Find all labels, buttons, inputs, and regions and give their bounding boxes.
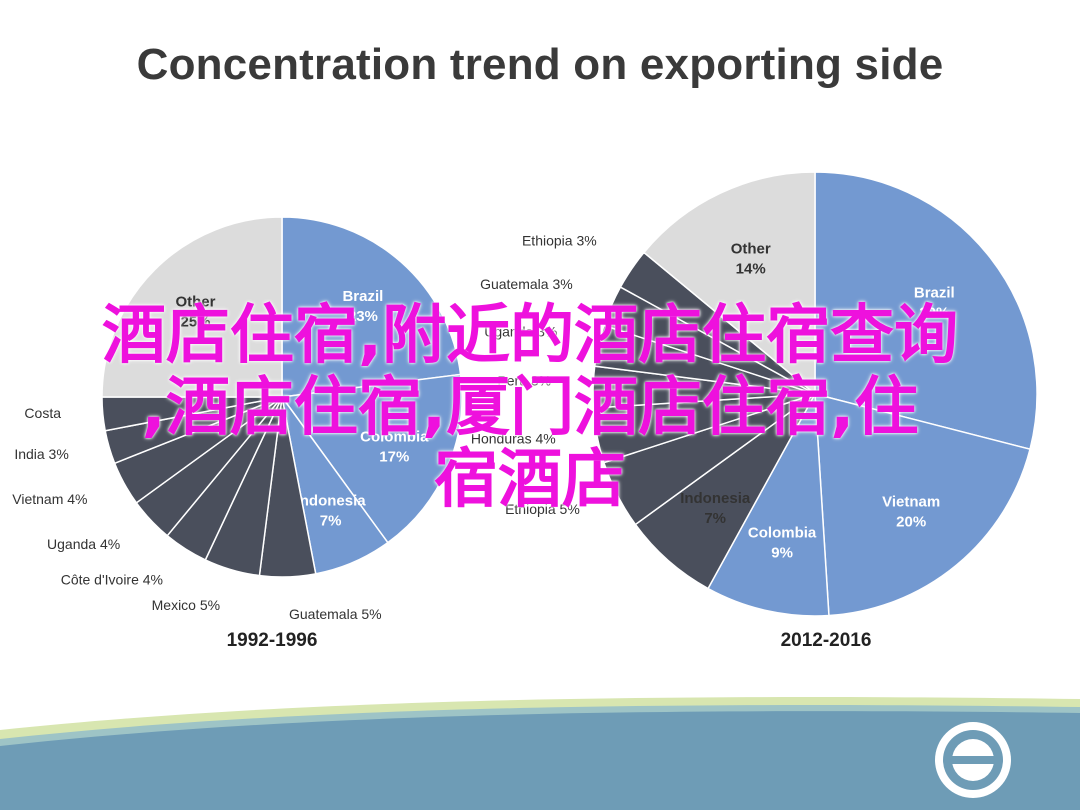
pie-label-honduras: Honduras 4% [471,431,556,447]
pie-slice-brazil [814,171,1038,451]
pie-label-uganda: Uganda 3% [484,323,557,339]
pie-slice-other [101,216,283,398]
pie-slice-other [642,171,816,396]
pie-label-cote-d-ivoire: Côte d'Ivoire 4% [61,571,163,587]
pie-slice-colombia [280,373,463,544]
pie-label-other: Other 25% [175,294,215,331]
pie-label-indonesia: Indonesia 7% [296,492,367,529]
pie-2-title: 2012-2016 [781,630,872,651]
page-title: Concentration trend on exporting side [136,40,944,89]
pie-label-vietnam: Vietnam 4% [12,491,87,507]
pie-label-uganda: Uganda 4% [47,536,120,552]
pie-label-brazil: Brazil 23% [342,288,383,325]
pie-chart-2012-2016: Brazil 29% Vietnam 20% Colombia 9%Indonesia 7%… [471,171,1038,617]
pie-chart-1992-1996: Brazil 23% Colombia 17% Indonesia 7% Guatemala… [12,216,463,622]
footer-band-dark [0,710,1080,810]
pie-label-peru: Peru 3% [497,373,551,389]
pie-slice-brazil [281,216,462,398]
pie-label-colombia: Colombia 9% [748,524,817,561]
pie-label-mexico: Mexico 5% [152,597,220,613]
pie-label-ethiopia: Ethiopia 3% [522,233,597,249]
pie-label-other: Other 14% [731,240,771,277]
pie-label-costa: Costa [24,405,61,421]
footer-band [0,697,1080,810]
pie-label-indonesia: Indonesia 7% [680,490,751,527]
pie-label-guatemala: Guatemala 3% [480,276,573,292]
pie-slice-colombia [707,391,830,617]
pie-label-guatemala: Guatemala 5% [289,606,382,622]
circle-logo-icon [935,722,1011,798]
pie-label-vietnam: Vietnam 20% [882,493,940,530]
pie-label-ethiopia: Ethiopia 5% [505,501,580,517]
pie-label-colombia: Colombia 17% [360,429,429,466]
footer-band-mid [0,704,1080,746]
pie-1-title: 1992-1996 [227,630,318,651]
pie-label-brazil: Brazil 29% [914,285,955,322]
footer-band-light [0,697,1080,739]
pie-slice-vietnam [814,393,1031,617]
pie-label-india: India 3% [14,446,68,462]
